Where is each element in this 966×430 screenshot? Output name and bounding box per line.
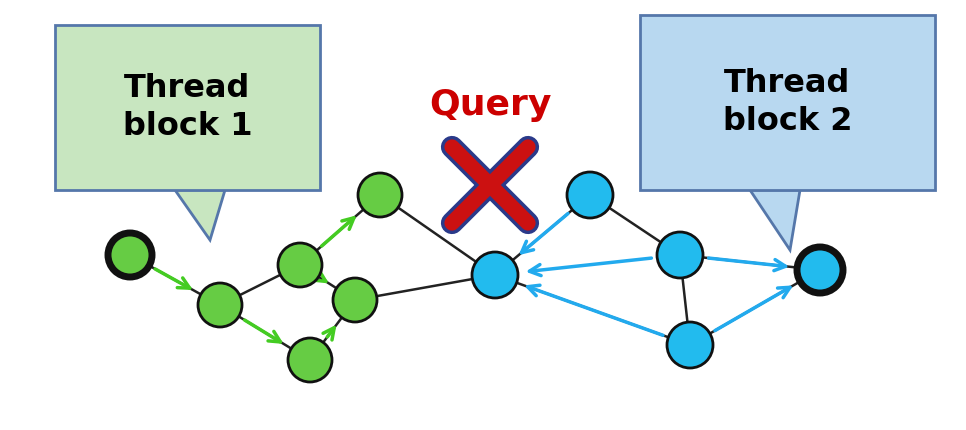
Text: Thread
block 1: Thread block 1	[123, 73, 252, 142]
Polygon shape	[750, 190, 800, 250]
Circle shape	[333, 278, 377, 322]
Polygon shape	[175, 190, 225, 240]
Circle shape	[567, 172, 613, 218]
FancyBboxPatch shape	[640, 15, 935, 190]
Circle shape	[288, 338, 332, 382]
Circle shape	[472, 252, 518, 298]
Circle shape	[278, 243, 322, 287]
Circle shape	[667, 322, 713, 368]
Circle shape	[108, 233, 152, 277]
Text: Query: Query	[429, 88, 552, 122]
FancyBboxPatch shape	[55, 25, 320, 190]
Circle shape	[358, 173, 402, 217]
Circle shape	[657, 232, 703, 278]
Circle shape	[198, 283, 242, 327]
Circle shape	[797, 247, 843, 293]
Text: Thread
block 2: Thread block 2	[723, 68, 852, 137]
